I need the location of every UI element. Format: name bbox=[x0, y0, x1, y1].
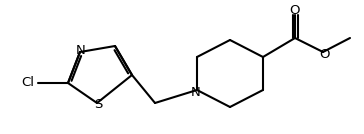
Text: O: O bbox=[290, 3, 300, 16]
Text: N: N bbox=[191, 85, 201, 98]
Text: N: N bbox=[76, 44, 86, 57]
Text: S: S bbox=[94, 98, 102, 111]
Text: O: O bbox=[319, 47, 329, 60]
Text: Cl: Cl bbox=[21, 77, 35, 90]
